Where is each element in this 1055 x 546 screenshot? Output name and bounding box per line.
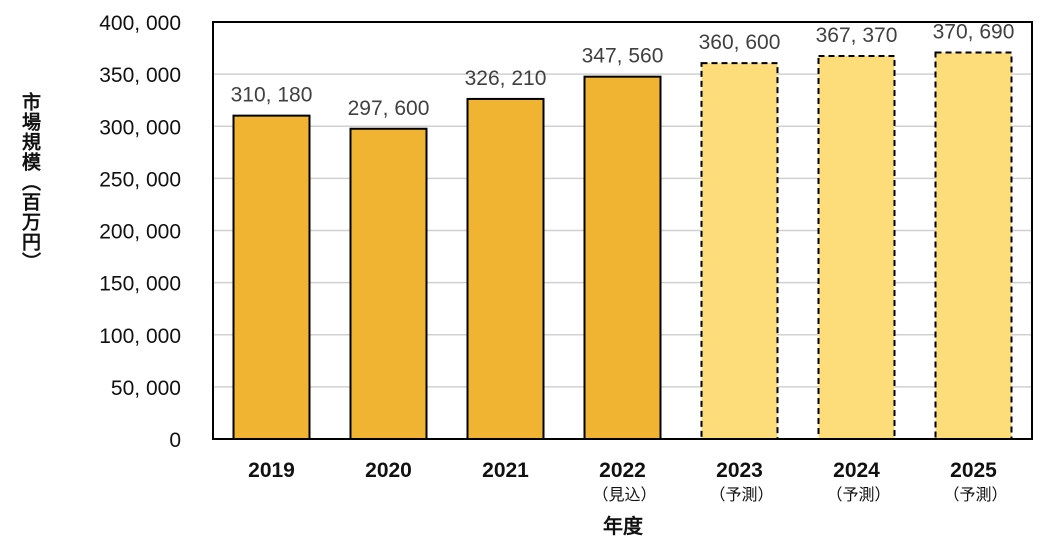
y-tick-label: 50, 000: [111, 377, 181, 400]
data-label: 310, 180: [231, 84, 313, 107]
data-label: 370, 690: [933, 21, 1015, 44]
data-label: 360, 600: [699, 31, 781, 54]
y-tick-label: 0: [169, 429, 181, 452]
x-tick-label: 2023: [716, 459, 763, 482]
x-tick-label: 2025: [950, 459, 997, 482]
y-tick-label: 150, 000: [99, 273, 181, 296]
data-label: 347, 560: [582, 45, 664, 68]
x-axis-title: 年度: [603, 514, 643, 538]
y-tick-label: 250, 000: [99, 168, 181, 191]
x-tick-label: 2024: [833, 459, 880, 482]
x-tick-note: （予測）: [826, 485, 890, 504]
y-tick-label: 300, 000: [99, 116, 181, 139]
y-tick-label: 400, 000: [99, 12, 181, 35]
bar-2025: [934, 51, 1013, 441]
x-tick-note: （予測）: [709, 485, 773, 504]
bar-2024: [817, 55, 896, 440]
data-label: 326, 210: [465, 67, 547, 90]
bar-2019: [232, 114, 311, 440]
x-tick-label: 2020: [365, 459, 412, 482]
x-tick-label: 2021: [482, 459, 529, 482]
y-axis-title: 市場規模（百万円）: [19, 92, 41, 272]
plot-area-border: [212, 21, 1033, 440]
x-tick-label: 2022: [599, 459, 646, 482]
y-tick-label: 350, 000: [99, 64, 181, 87]
x-tick-note: （予測）: [943, 485, 1007, 504]
bar-2020: [349, 127, 428, 440]
bar-2021: [466, 97, 545, 440]
y-tick-label: 200, 000: [99, 221, 181, 244]
x-tick-note: （見込）: [592, 485, 656, 504]
bar-2023: [700, 62, 779, 441]
x-tick-label: 2019: [248, 459, 295, 482]
y-tick-label: 100, 000: [99, 325, 181, 348]
data-label: 297, 600: [348, 97, 430, 120]
data-label: 367, 370: [816, 24, 898, 47]
bar-2022: [583, 75, 662, 440]
